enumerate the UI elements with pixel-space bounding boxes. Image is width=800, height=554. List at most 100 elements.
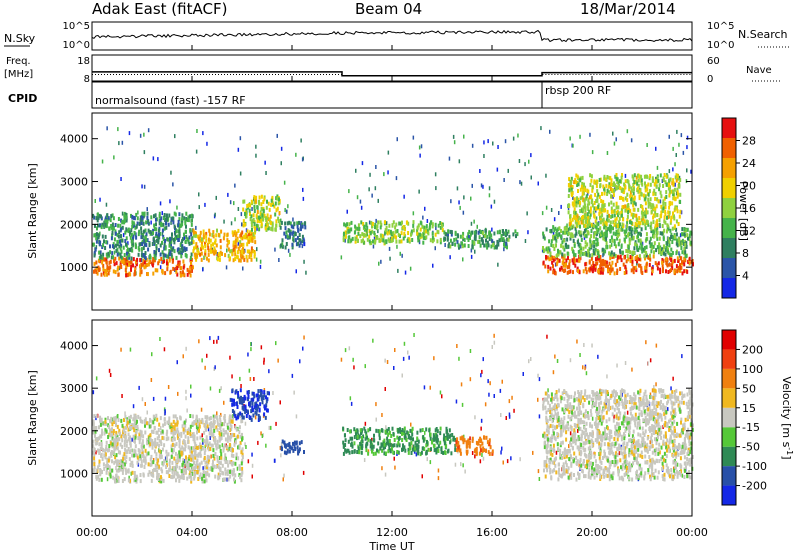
scatter-cell: [638, 189, 641, 194]
scatter-cell: [208, 473, 211, 478]
scatter-cell: [640, 178, 643, 183]
scatter-cell: [226, 243, 229, 248]
scatter-cell: [381, 233, 384, 238]
scatter-cell: [232, 258, 235, 263]
scatter-cell: [621, 226, 624, 231]
scatter-cell: [121, 470, 124, 475]
scatter-cell: [128, 475, 130, 480]
scatter-cell: [146, 410, 148, 415]
scatter-cell: [359, 199, 362, 204]
scatter-cell: [412, 220, 415, 225]
scatter-cell: [645, 237, 648, 242]
scatter-cell: [392, 231, 395, 236]
scatter-cell: [563, 253, 566, 258]
scatter-cell: [213, 456, 216, 461]
scatter-cell: [107, 458, 110, 463]
scatter-cell: [671, 181, 674, 186]
scatter-cell: [289, 252, 291, 257]
scatter-cell: [673, 258, 676, 263]
scatter-cell: [635, 175, 638, 180]
scatter-cell: [192, 414, 194, 419]
scatter-cell: [275, 341, 277, 346]
scatter-cell: [595, 184, 598, 189]
scatter-cell: [411, 238, 414, 242]
scatter-cell: [179, 270, 182, 275]
scatter-cell: [250, 417, 253, 422]
scatter-cell: [219, 245, 222, 250]
scatter-cell: [99, 223, 102, 228]
scatter-cell: [102, 263, 105, 268]
scatter-cell: [524, 239, 527, 243]
scatter-cell: [185, 234, 188, 239]
scatter-cell: [541, 248, 544, 253]
scatter-cell: [575, 201, 578, 206]
scatter-cell: [406, 238, 409, 243]
velocity-scatter-cells: [92, 333, 694, 484]
scatter-cell: [228, 446, 231, 451]
scatter-cell: [684, 242, 687, 247]
scatter-cell: [550, 208, 553, 212]
scatter-cell: [212, 459, 214, 464]
scatter-cell: [669, 237, 672, 242]
scatter-cell: [115, 261, 118, 266]
scatter-cell: [251, 408, 254, 413]
scatter-cell: [252, 413, 255, 418]
scatter-cell: [210, 243, 213, 248]
scatter-cell: [114, 270, 117, 275]
scatter-cell: [184, 443, 187, 448]
scatter-cell: [111, 442, 114, 447]
freq-right-tick-bottom: 0: [707, 74, 713, 85]
scatter-cell: [169, 269, 172, 274]
scatter-cell: [354, 236, 357, 241]
scatter-cell: [670, 252, 673, 257]
scatter-cell: [614, 183, 617, 188]
scatter-cell: [683, 262, 686, 267]
scatter-cell: [680, 246, 683, 250]
colorbar-tick-label: 28: [742, 135, 756, 148]
scatter-cell: [201, 358, 203, 363]
scatter-cell: [288, 441, 291, 446]
scatter-cell: [116, 267, 119, 272]
scatter-cell: [141, 451, 144, 456]
scatter-cell: [460, 462, 462, 467]
scatter-cell: [674, 175, 677, 180]
scatter-cell: [153, 467, 156, 472]
scatter-cell: [151, 263, 154, 268]
noise-sky-label: N.Sky: [4, 32, 36, 45]
scatter-cell: [182, 272, 185, 277]
scatter-cell: [215, 425, 218, 430]
scatter-cell: [116, 414, 119, 419]
scatter-cell: [223, 422, 226, 427]
scatter-cell: [190, 450, 193, 455]
scatter-cell: [152, 396, 155, 401]
scatter-cell: [545, 173, 547, 178]
scatter-cell: [173, 466, 176, 471]
scatter-cell: [292, 238, 295, 243]
scatter-cell: [240, 461, 243, 466]
scatter-cell: [115, 248, 118, 253]
scatter-cell: [227, 253, 230, 258]
scatter-cell: [655, 248, 658, 253]
scatter-cell: [144, 238, 147, 243]
scatter-cell: [669, 228, 672, 233]
scatter-cell: [114, 223, 117, 227]
scatter-cell: [482, 234, 485, 239]
scatter-cell: [216, 458, 219, 463]
scatter-cell: [163, 459, 166, 464]
scatter-cell: [387, 170, 389, 175]
scatter-cell: [205, 238, 208, 243]
scatter-cell: [664, 205, 667, 210]
scatter-cell: [619, 186, 622, 190]
scatter-cell: [588, 221, 591, 226]
scatter-cell: [599, 183, 602, 188]
scatter-cell: [505, 241, 508, 246]
scatter-cell: [245, 254, 248, 259]
scatter-cell: [608, 202, 610, 207]
scatter-cell: [239, 249, 242, 254]
scatter-cell: [589, 132, 591, 137]
scatter-cell: [185, 418, 187, 423]
scatter-cell: [125, 425, 127, 430]
scatter-cell: [679, 200, 682, 204]
scatter-cell: [238, 396, 241, 401]
scatter-cell: [615, 186, 618, 191]
